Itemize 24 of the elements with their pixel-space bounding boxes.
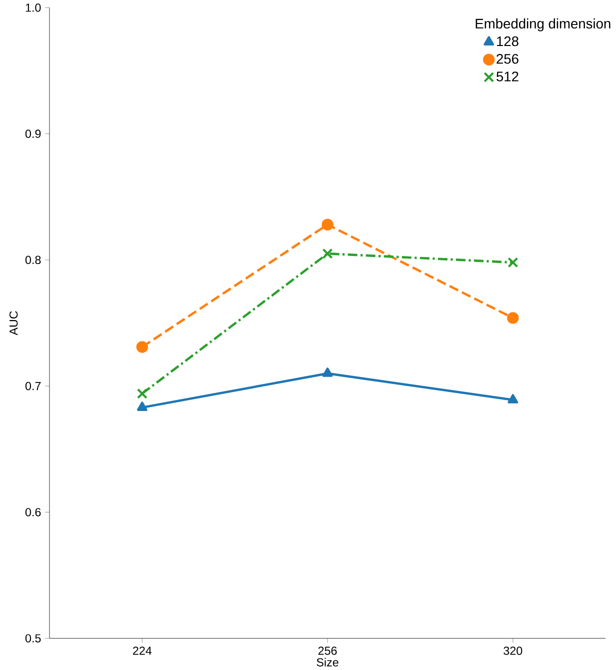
y-tick-label: 0.7 — [25, 382, 40, 390]
point — [136, 402, 148, 411]
point — [507, 394, 518, 404]
point — [136, 388, 147, 399]
legend-label: 128 — [496, 36, 518, 46]
x-tick-label: 320 — [503, 646, 522, 655]
point — [322, 248, 332, 259]
y-tick-label: 0.9 — [25, 130, 40, 138]
point — [506, 312, 519, 324]
y-tick-label: 1.0 — [26, 4, 41, 12]
y-axis-title: AUC — [9, 311, 18, 336]
point — [508, 257, 518, 268]
legend-title: Embedding dimension — [476, 18, 610, 32]
x-tick-label: 224 — [132, 646, 152, 655]
y-tick-label: 0.8 — [25, 256, 40, 264]
point — [321, 218, 334, 230]
x-axis-title: Size — [316, 658, 338, 666]
point — [322, 368, 333, 377]
legend-label: 256 — [496, 54, 518, 64]
y-tick-label: 0.6 — [25, 508, 40, 516]
y-tick-label: 0.5 — [25, 634, 40, 642]
legend-label: 512 — [496, 72, 518, 82]
point — [136, 341, 148, 353]
x-tick-label: 256 — [318, 646, 337, 655]
